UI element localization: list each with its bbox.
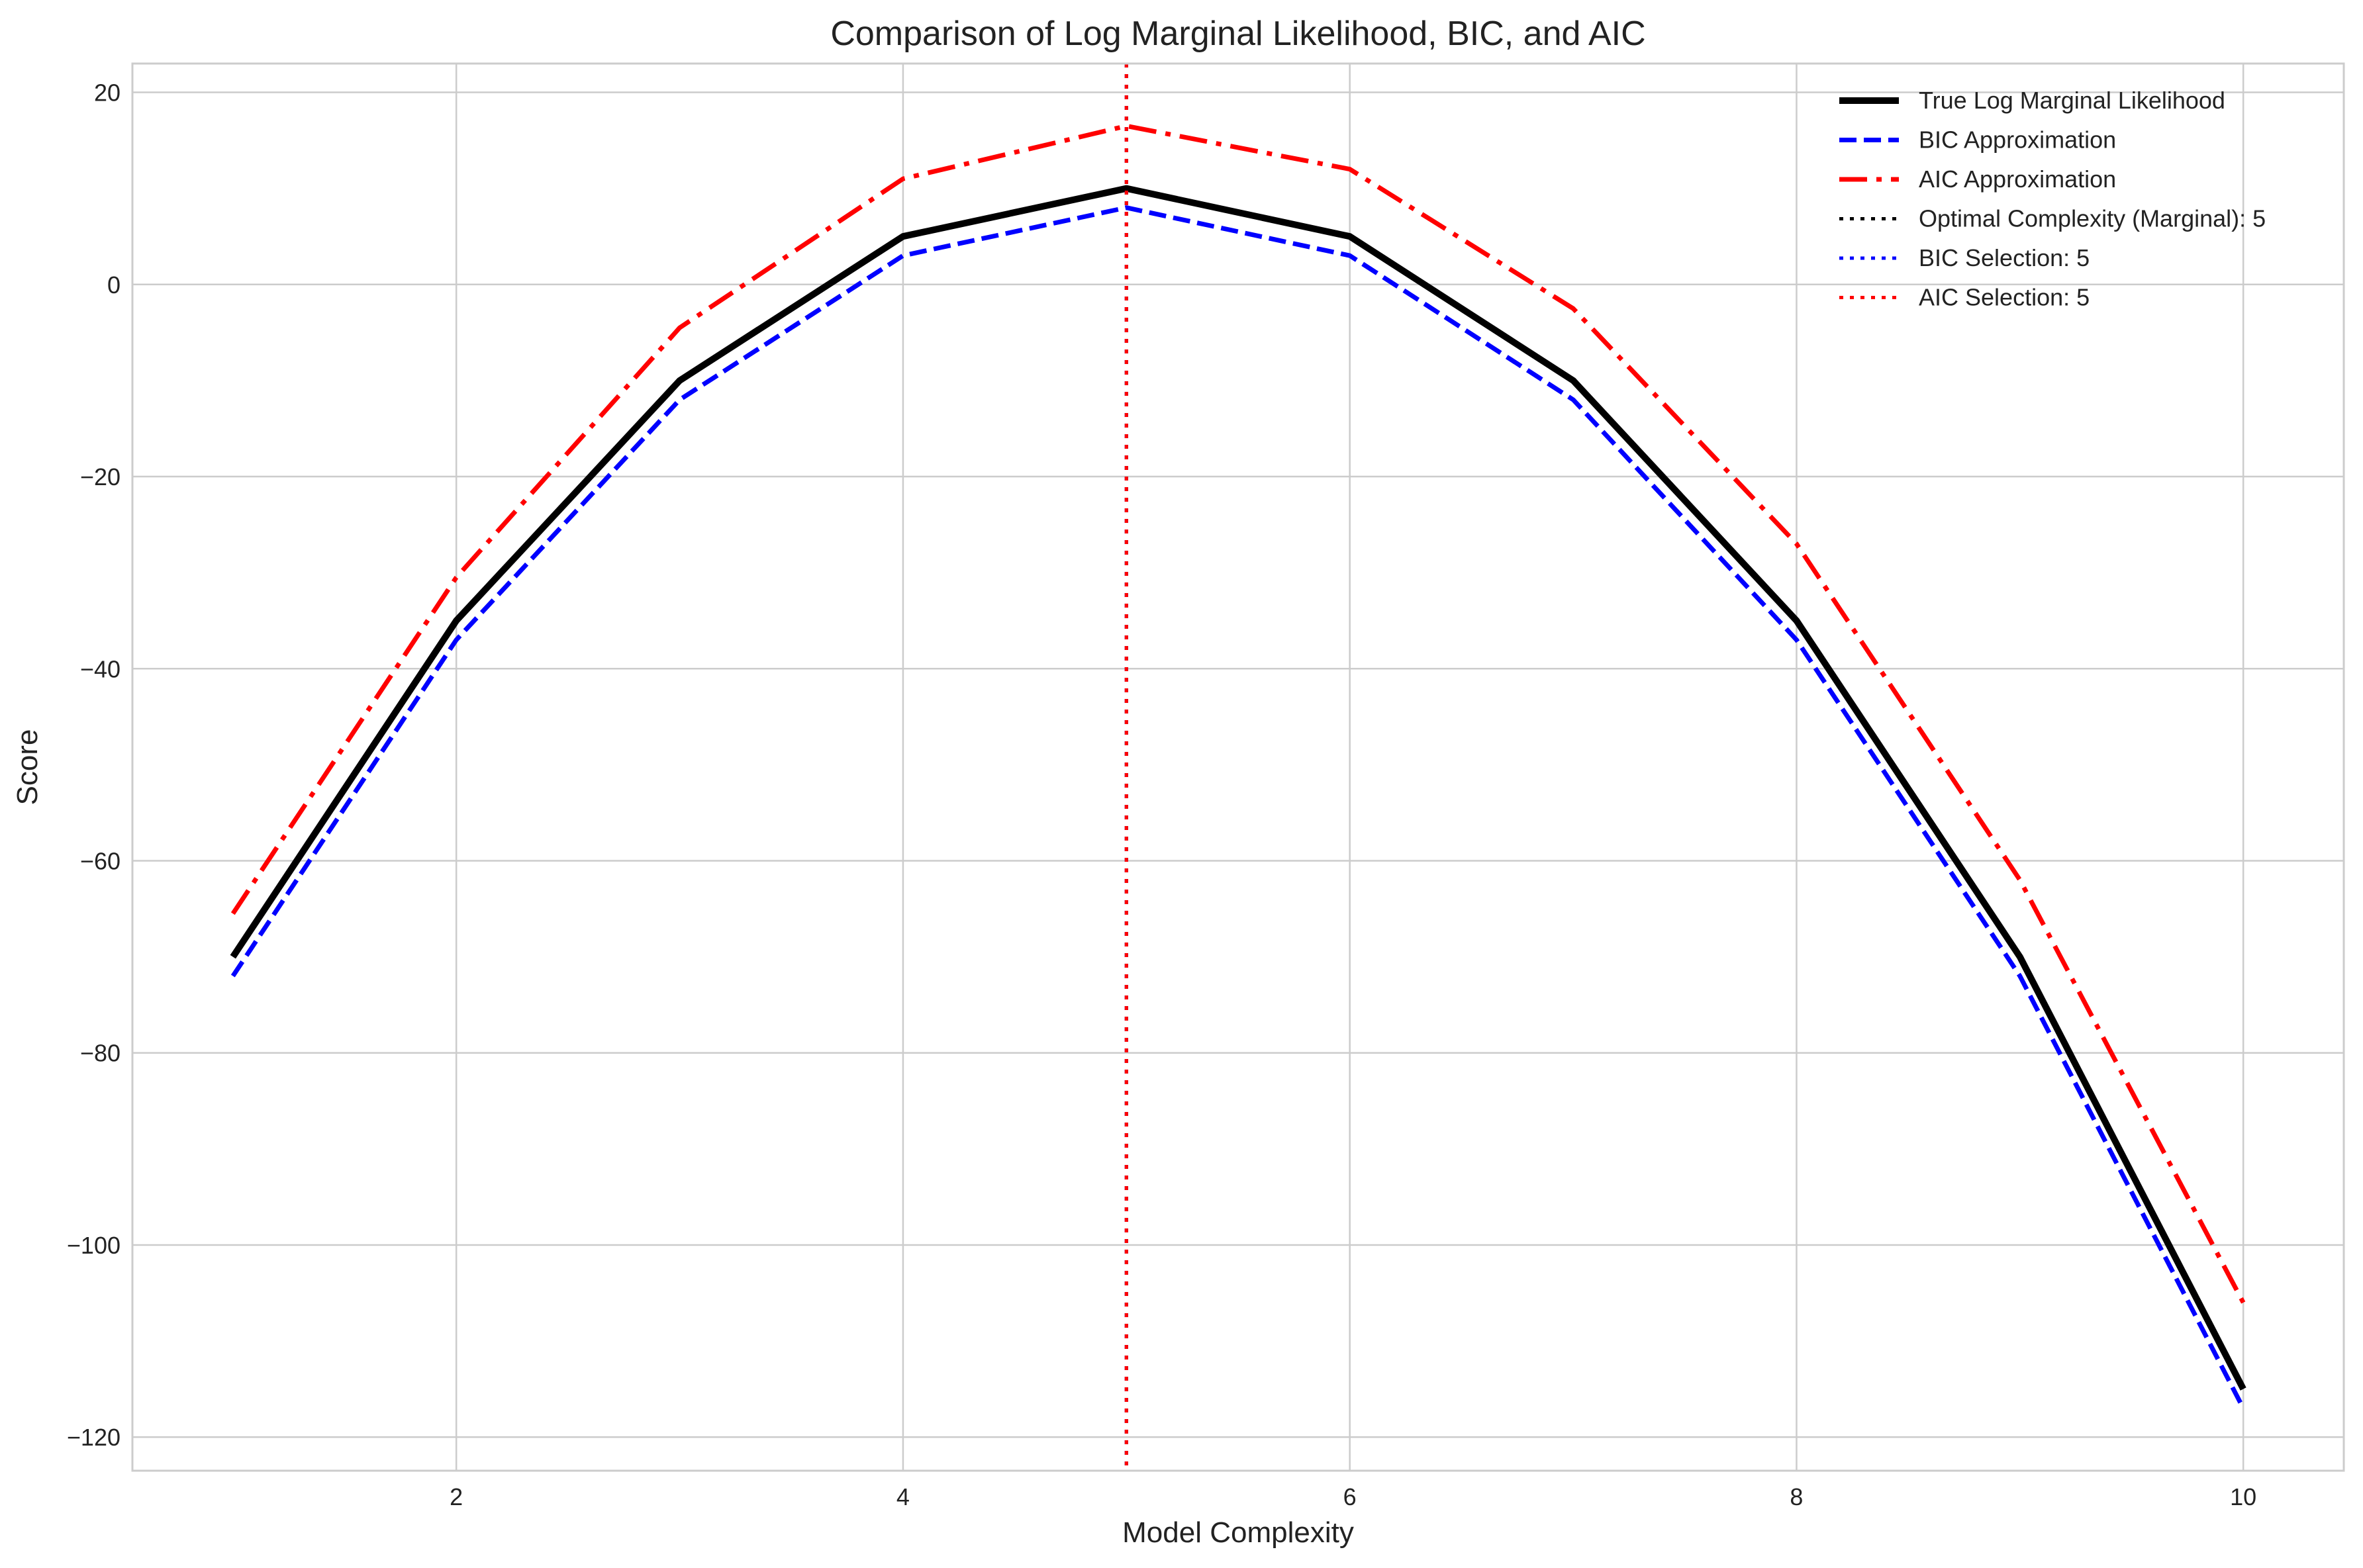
legend-label-5: AIC Selection: 5 <box>1919 284 2090 311</box>
tick-labels: 2 4 6 8 10 −120 −100 −80 −60 −40 −20 0 20 <box>67 79 2256 1510</box>
x-tick-label: 6 <box>1343 1483 1357 1510</box>
series-line-0 <box>230 185 2246 1391</box>
y-tick-label: −20 <box>80 463 121 490</box>
y-tick-label: −60 <box>80 847 121 874</box>
series-line-1 <box>230 205 2246 1410</box>
y-tick-label: −40 <box>80 655 121 682</box>
series-line-2 <box>230 123 2246 1304</box>
y-tick-label: 20 <box>94 79 121 107</box>
y-tick-label: −80 <box>80 1040 121 1067</box>
y-tick-label: 0 <box>107 271 121 299</box>
legend-label-1: BIC Approximation <box>1919 126 2116 154</box>
chart-title: Comparison of Log Marginal Likelihood, B… <box>830 15 1645 53</box>
legend-label-2: AIC Approximation <box>1919 165 2116 193</box>
y-tick-label: −100 <box>67 1232 121 1259</box>
x-tick-label: 8 <box>1790 1483 1803 1510</box>
x-tick-label: 2 <box>450 1483 463 1510</box>
grid <box>132 64 2344 1471</box>
x-tick-label: 4 <box>896 1483 910 1510</box>
legend-label-0: True Log Marginal Likelihood <box>1919 87 2225 114</box>
x-tick-label: 10 <box>2230 1483 2256 1510</box>
y-tick-label: −120 <box>67 1424 121 1451</box>
x-axis-label: Model Complexity <box>1122 1516 1354 1549</box>
legend-label-4: BIC Selection: 5 <box>1919 244 2090 271</box>
series-layer <box>230 123 2246 1410</box>
y-axis-label: Score <box>11 729 44 806</box>
plot-frame <box>131 62 2345 1472</box>
legend: True Log Marginal Likelihood BIC Approxim… <box>1839 87 2266 311</box>
legend-label-3: Optimal Complexity (Marginal): 5 <box>1919 205 2266 232</box>
